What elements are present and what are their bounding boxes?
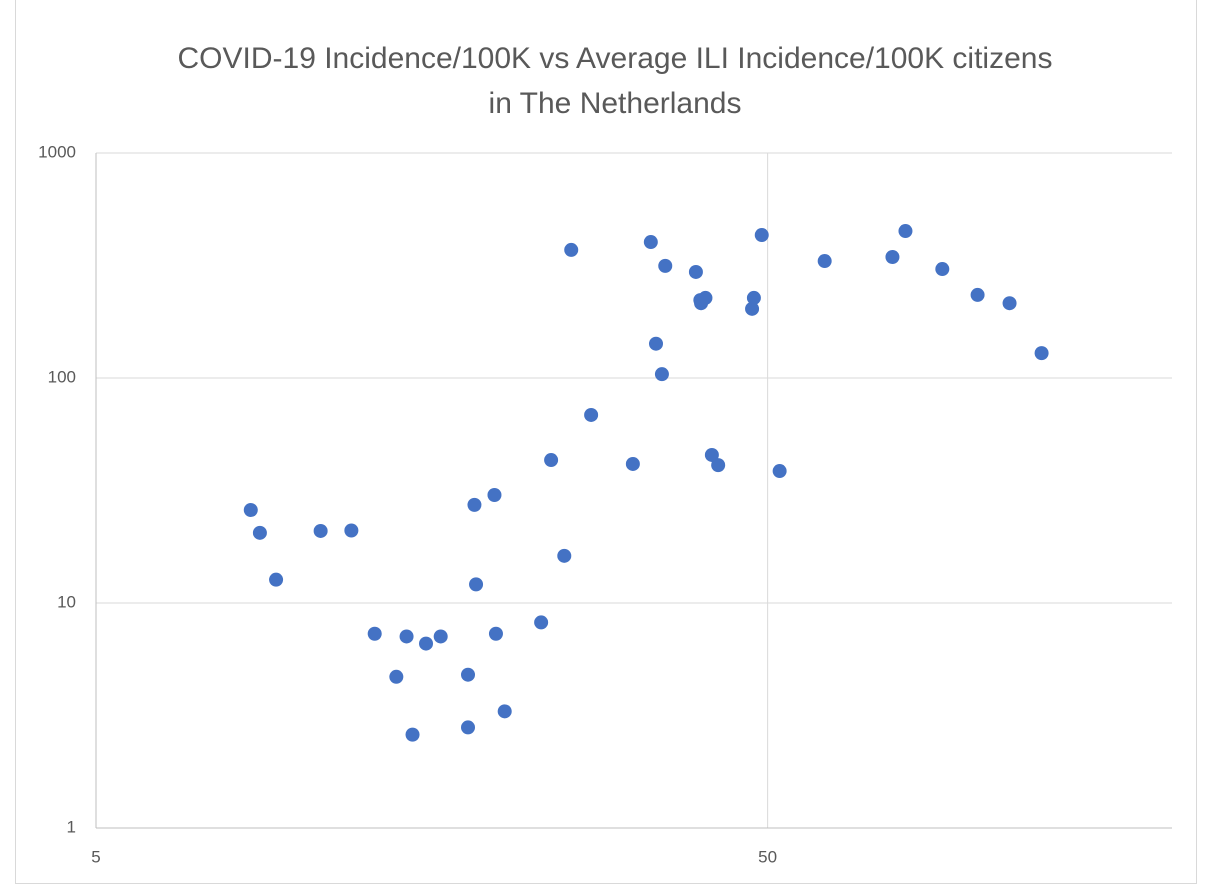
data-point <box>469 577 484 592</box>
data-point <box>1002 296 1017 311</box>
data-point <box>488 626 503 641</box>
data-point <box>461 667 476 682</box>
data-point <box>433 629 448 644</box>
data-point <box>487 487 502 502</box>
data-point <box>648 336 663 351</box>
data-point <box>405 727 420 742</box>
data-point <box>313 523 328 538</box>
data-point <box>898 224 913 239</box>
data-point <box>544 453 559 468</box>
y-tick-label: 10 <box>57 592 76 611</box>
data-point <box>746 290 761 305</box>
data-point <box>461 720 476 735</box>
data-point <box>389 669 404 684</box>
data-point <box>704 447 719 462</box>
data-point <box>557 548 572 563</box>
data-point <box>1034 346 1049 361</box>
data-point <box>698 290 713 305</box>
data-point <box>399 629 414 644</box>
data-point <box>269 572 284 587</box>
x-tick-label: 5 <box>91 847 100 866</box>
data-point <box>497 704 512 719</box>
data-point <box>817 254 832 269</box>
data-point <box>885 249 900 264</box>
data-point <box>745 301 760 316</box>
data-point <box>643 235 658 250</box>
data-point <box>534 615 549 630</box>
data-point <box>970 287 985 302</box>
data-point <box>252 525 267 540</box>
x-tick-label: 50 <box>758 847 777 866</box>
data-point <box>625 456 640 471</box>
data-point <box>772 464 787 479</box>
y-tick-label: 100 <box>48 367 76 386</box>
chart-frame <box>15 0 1197 884</box>
data-point <box>688 264 703 279</box>
data-point <box>654 367 669 382</box>
data-point <box>658 258 673 273</box>
data-point <box>367 626 382 641</box>
y-tick-label: 1000 <box>38 142 76 161</box>
data-point <box>754 228 769 243</box>
data-point <box>564 242 579 257</box>
chart-title: COVID-19 Incidence/100K vs Average ILI I… <box>177 42 1053 120</box>
data-point <box>344 523 359 538</box>
data-point <box>935 262 950 277</box>
data-point <box>467 497 482 512</box>
data-point <box>584 407 599 422</box>
y-tick-label: 1 <box>67 817 76 836</box>
data-point <box>419 636 434 651</box>
data-point <box>711 458 726 473</box>
data-point <box>243 503 258 518</box>
